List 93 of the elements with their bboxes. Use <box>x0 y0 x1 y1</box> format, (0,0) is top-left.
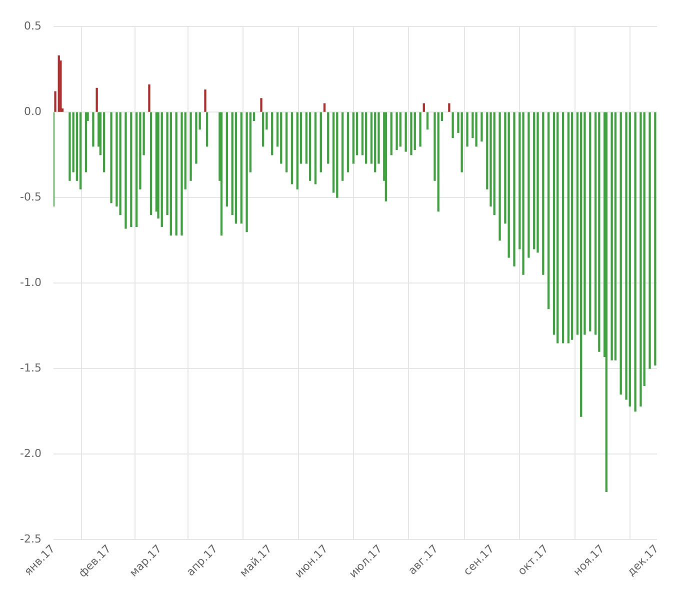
bar <box>314 112 317 184</box>
bar <box>204 90 206 112</box>
bar <box>533 112 536 250</box>
bar <box>466 112 468 147</box>
bar <box>640 112 642 407</box>
bar <box>346 112 350 172</box>
bar <box>320 112 322 172</box>
bar <box>620 112 622 395</box>
bar <box>390 112 392 156</box>
bar <box>422 103 425 112</box>
bar <box>124 112 127 229</box>
bar <box>528 112 530 258</box>
bar <box>79 112 82 190</box>
bar <box>136 112 138 228</box>
bar <box>628 112 631 407</box>
bar <box>508 112 510 258</box>
bar <box>567 112 570 344</box>
bar <box>556 112 559 344</box>
y-tick-label: -2.5 <box>20 532 42 546</box>
bar <box>452 112 454 138</box>
bar <box>448 103 450 112</box>
bar <box>536 112 539 253</box>
bar <box>384 112 388 202</box>
bar <box>493 112 496 216</box>
bar <box>605 112 608 492</box>
bar <box>180 112 183 236</box>
bar <box>634 112 636 412</box>
bar <box>308 112 312 181</box>
bar <box>336 112 338 198</box>
bar <box>513 112 516 266</box>
bar <box>323 103 326 112</box>
bar <box>246 112 248 232</box>
bar <box>374 112 376 172</box>
bar <box>262 112 264 147</box>
bar <box>102 112 106 172</box>
bar <box>160 112 163 228</box>
bar <box>220 112 223 236</box>
bar <box>542 112 544 275</box>
bar <box>460 112 463 172</box>
bar <box>92 112 94 147</box>
bar <box>234 112 238 224</box>
bar <box>654 112 656 366</box>
bar <box>404 112 407 152</box>
y-tick-label: -2.0 <box>20 446 42 460</box>
bar <box>352 112 355 164</box>
bar <box>522 112 524 275</box>
bar <box>68 112 71 181</box>
bar <box>480 112 483 142</box>
bar <box>598 112 600 352</box>
bar <box>271 112 274 156</box>
bar <box>410 112 412 156</box>
bar <box>364 112 368 164</box>
bar <box>150 112 152 216</box>
bar <box>148 84 150 112</box>
bar <box>226 112 228 206</box>
bar <box>195 112 198 164</box>
y-tick-label: -1.5 <box>20 361 42 374</box>
y-tick-label: 0.5 <box>24 19 42 32</box>
bar <box>498 112 501 241</box>
bar <box>96 88 98 112</box>
bar <box>190 112 192 181</box>
bar <box>130 112 132 228</box>
bar <box>589 112 592 332</box>
bar <box>399 112 402 147</box>
y-tick-label: 0.0 <box>24 104 42 118</box>
bar <box>260 98 262 112</box>
bar <box>296 112 298 190</box>
y-tick-label: -1.0 <box>20 276 42 289</box>
bar <box>475 112 478 147</box>
bar <box>548 112 550 310</box>
bar <box>396 112 398 150</box>
bar <box>580 112 582 417</box>
bar <box>53 112 55 206</box>
bar <box>426 112 429 130</box>
bar <box>419 112 422 147</box>
y-tick-label: -0.5 <box>20 190 42 204</box>
bar <box>437 112 440 212</box>
bar <box>290 112 294 184</box>
bar <box>240 112 242 224</box>
bar <box>570 112 574 340</box>
bar <box>562 112 564 344</box>
bar <box>610 112 613 360</box>
bar <box>614 112 617 360</box>
bar <box>175 112 178 236</box>
bar <box>648 112 651 369</box>
bar <box>342 112 344 181</box>
bar <box>110 112 112 204</box>
bar <box>170 112 172 236</box>
bar <box>206 112 208 147</box>
bar <box>280 112 282 164</box>
bar <box>327 112 330 164</box>
bar <box>119 112 122 216</box>
bar <box>285 112 288 172</box>
